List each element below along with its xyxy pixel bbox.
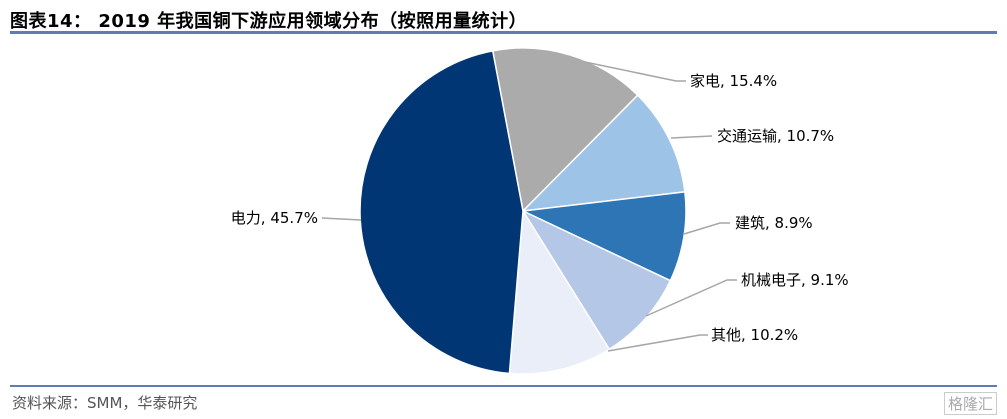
leader-line-1: [670, 135, 713, 139]
leader-line-0: [584, 61, 686, 82]
pie-slice-1: [520, 94, 686, 212]
data-label-5: 电力, 45.7%: [231, 209, 318, 227]
watermark-logo: 格隆汇: [943, 392, 997, 415]
data-label-3: 机械电子, 9.1%: [741, 271, 849, 289]
source-note: 资料来源：SMM，华泰研究: [12, 394, 198, 412]
leader-line-3: [645, 279, 737, 317]
data-label-1: 交通运输, 10.7%: [717, 127, 834, 145]
title-divider: [10, 31, 997, 34]
pie-slice-3: [521, 209, 672, 351]
pie-slice-5: [359, 49, 524, 375]
pie-slice-4: [508, 208, 611, 375]
leader-line-2: [683, 222, 730, 235]
leader-line-4: [607, 334, 708, 352]
chart-title: 图表14： 2019 年我国铜下游应用领域分布（按照用量统计）: [10, 11, 528, 32]
leader-line-5: [321, 217, 362, 221]
data-label-2: 建筑, 8.9%: [735, 214, 813, 232]
data-label-0: 家电, 15.4%: [690, 72, 777, 90]
pie-slice-2: [520, 191, 687, 282]
footer-divider: [10, 385, 997, 387]
pie-slice-0: [491, 47, 639, 213]
data-label-4: 其他, 10.2%: [711, 326, 798, 344]
